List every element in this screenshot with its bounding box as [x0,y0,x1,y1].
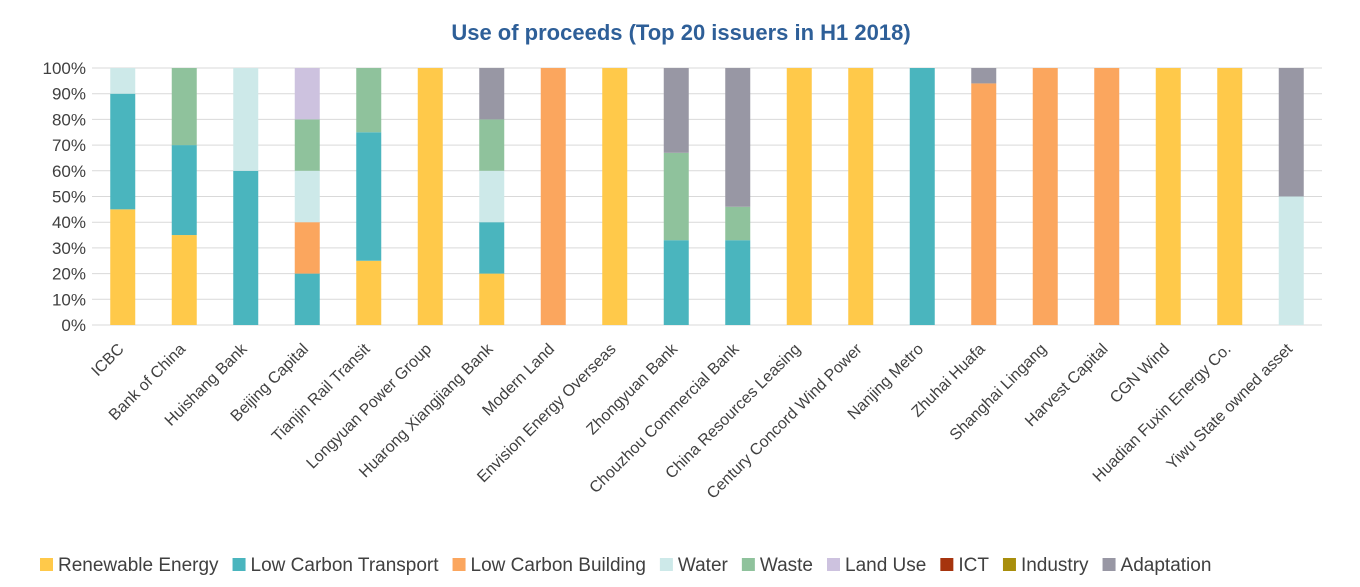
legend-label: Renewable Energy [58,555,219,576]
bar-segment [233,170,259,325]
legend-label: ICT [958,555,989,576]
bar-segment [479,170,505,223]
bar-segment [294,222,320,274]
legend-label: Low Carbon Building [471,555,646,576]
bar-segment [294,68,320,120]
bar-segment [356,132,382,261]
bar-segment [356,68,382,133]
legend-label: Water [678,555,729,576]
bar-segment [725,240,751,325]
legend-swatch [1102,558,1116,571]
bar-segment [602,68,628,325]
y-tick-label: 20% [52,265,86,284]
bars [110,68,1304,325]
bar-segment [1278,68,1304,197]
y-axis-ticks: 0% 10% 20% 30% 40% 50% 60% 70% 80% 90% 100% [43,59,86,335]
bar-segment [725,206,751,241]
legend-swatch [232,558,246,571]
bar-segment [971,68,997,84]
bar-segment [1032,68,1058,325]
x-tick-label: Longyuan Power Group [304,341,436,473]
legend-label: Adaptation [1121,555,1212,576]
x-tick-label: Yiwu State owned asset [1164,340,1297,473]
y-tick-label: 40% [52,213,86,232]
y-tick-label: 0% [61,316,86,335]
x-tick-label: CGN Wind [1107,341,1173,407]
bar-segment [725,68,751,207]
legend-label: Industry [1021,555,1089,576]
y-tick-label: 80% [52,110,86,129]
bar-segment [479,273,505,325]
legend-swatch [827,558,840,571]
bar-segment [1217,68,1243,325]
gridlines [92,67,1322,326]
bar-segment [171,235,197,325]
bar-segment [663,68,689,153]
legend-label: Low Carbon Transport [251,555,440,576]
bar-segment [663,152,689,241]
chart-title: Use of proceeds (Top 20 issuers in H1 20… [451,20,910,45]
legend-swatch [452,558,466,571]
bar-segment [1278,196,1304,325]
legend-swatch [741,558,755,571]
bar-segment [663,240,689,325]
bar-segment [294,119,320,171]
bar-segment [294,273,320,325]
bar-segment [110,68,136,94]
bar-segment [110,93,136,210]
y-tick-label: 10% [52,290,86,309]
bar-segment [110,209,136,325]
y-tick-label: 90% [52,85,86,104]
bar-segment [1155,68,1181,325]
bar-segment [479,119,505,171]
legend: Renewable Energy Low Carbon Transport Low … [40,555,1211,576]
bar-segment [848,68,874,325]
bar-segment [479,68,505,120]
bar-segment [971,83,997,325]
legend-label: Waste [760,555,813,576]
legend-swatch [940,558,954,571]
bar-segment [1094,68,1120,325]
y-tick-label: 100% [43,59,86,78]
bar-segment [479,222,505,274]
y-tick-label: 50% [52,188,86,207]
legend-swatch [1002,558,1016,571]
y-tick-label: 60% [52,162,86,181]
x-tick-label: ICBC [89,341,128,380]
legend-swatch [659,558,673,571]
legend-label: Land Use [845,555,926,576]
bar-segment [356,260,382,325]
bar-segment [294,170,320,223]
y-tick-label: 30% [52,239,86,258]
bar-segment [909,68,935,325]
bar-segment [540,68,566,325]
bar-segment [233,68,259,171]
bar-segment [786,68,812,325]
bar-segment [171,145,197,236]
legend-swatch [40,558,53,571]
y-tick-label: 70% [52,136,86,155]
bar-segment [171,68,197,146]
bar-segment [417,68,443,325]
x-tick-label: Huarong Xiangjiang Bank [356,340,497,481]
